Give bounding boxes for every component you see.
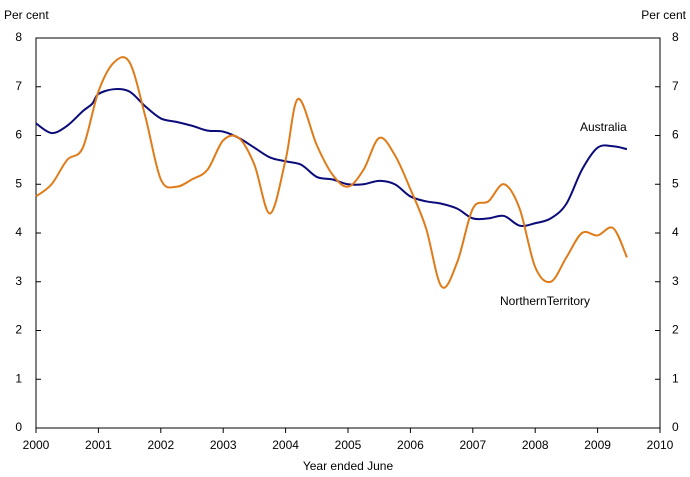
- y2-tick-label: 5: [672, 176, 679, 190]
- y-tick-label: 3: [15, 274, 22, 288]
- y-tick-label: 8: [15, 30, 22, 44]
- y2-axis-label: Per cent: [641, 8, 686, 22]
- series-annotation: NorthernTerritory: [500, 294, 590, 308]
- y-tick-label: 6: [15, 128, 22, 142]
- x-tick-label: 2005: [335, 438, 362, 452]
- y-tick-label: 7: [15, 79, 22, 93]
- x-tick-label: 2009: [584, 438, 611, 452]
- plot-frame: [35, 37, 661, 429]
- y-tick-label: 2: [15, 323, 22, 337]
- x-tick-label: 2000: [23, 438, 50, 452]
- y-tick-label: 5: [15, 176, 22, 190]
- x-tick-label: 2006: [397, 438, 424, 452]
- y-tick-label: 4: [15, 225, 22, 239]
- y-axis-label: Per cent: [4, 8, 49, 22]
- series-line: [35, 56, 628, 289]
- x-tick-label: 2004: [272, 438, 299, 452]
- x-axis-label: Year ended June: [303, 459, 394, 473]
- y2-tick-label: 4: [672, 225, 679, 239]
- x-tick-label: 2007: [459, 438, 486, 452]
- x-tick-label: 2002: [147, 438, 174, 452]
- x-tick-label: 2010: [647, 438, 674, 452]
- y2-tick-label: 0: [672, 420, 679, 434]
- x-tick-label: 2001: [85, 438, 112, 452]
- y2-tick-label: 6: [672, 128, 679, 142]
- y-tick-label: 1: [15, 371, 22, 385]
- y2-tick-label: 1: [672, 371, 679, 385]
- y-tick-label: 0: [15, 420, 22, 434]
- x-tick-label: 2008: [522, 438, 549, 452]
- x-tick-label: 2003: [210, 438, 237, 452]
- y2-tick-label: 2: [672, 323, 679, 337]
- series-line: [35, 87, 628, 227]
- series-annotation: Australia: [580, 120, 627, 134]
- y2-tick-label: 3: [672, 274, 679, 288]
- y2-tick-label: 7: [672, 79, 679, 93]
- y2-tick-label: 8: [672, 30, 679, 44]
